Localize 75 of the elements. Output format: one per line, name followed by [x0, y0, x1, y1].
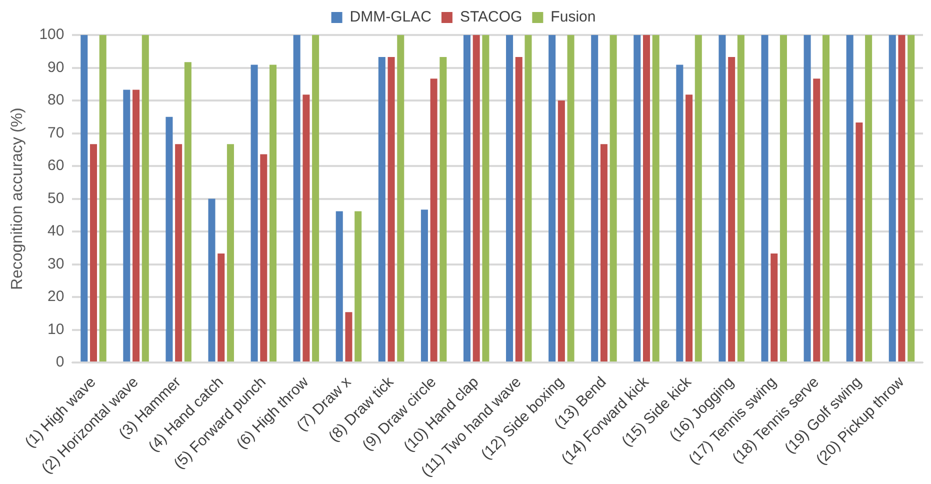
y-tick-label: 0	[56, 354, 64, 371]
bar	[90, 144, 98, 362]
bar	[600, 144, 608, 362]
bar	[312, 35, 320, 362]
y-tick-label: 60	[48, 157, 64, 174]
bar	[515, 56, 522, 362]
bar	[813, 78, 820, 362]
bar	[378, 56, 386, 362]
y-axis-title: Recognition accuracy (%)	[9, 108, 26, 290]
legend-label: Fusion	[550, 8, 596, 26]
bar	[463, 35, 470, 362]
bar	[676, 64, 684, 362]
bar	[250, 64, 258, 362]
y-tick-label: 100	[39, 26, 64, 44]
bar	[226, 144, 234, 362]
bar	[718, 35, 726, 362]
bar	[908, 35, 915, 362]
y-tick-label: 40	[48, 222, 64, 240]
bar	[293, 35, 300, 362]
bar	[354, 211, 362, 362]
bar	[208, 198, 216, 362]
bar	[80, 35, 88, 362]
y-tick-label: 10	[48, 320, 64, 338]
bar	[804, 35, 811, 362]
bar	[548, 35, 556, 362]
bar	[686, 94, 693, 362]
bar	[260, 154, 268, 362]
y-tick-label: 70	[48, 124, 64, 142]
bar	[642, 35, 650, 362]
bar	[694, 35, 702, 362]
bar	[761, 35, 768, 362]
bar	[184, 62, 192, 362]
bar	[430, 78, 438, 362]
bar	[440, 56, 447, 362]
bar	[302, 94, 310, 362]
bar	[558, 100, 565, 362]
y-tick-label: 30	[48, 255, 64, 272]
bar	[506, 35, 514, 362]
bar	[898, 35, 906, 362]
bar	[99, 35, 106, 362]
bar	[345, 312, 352, 362]
bar	[166, 116, 173, 362]
bar	[524, 35, 532, 362]
bar	[123, 90, 130, 362]
bar	[472, 35, 480, 362]
y-tick-label: 90	[48, 58, 64, 76]
bar	[420, 210, 428, 362]
bar	[218, 253, 225, 362]
y-tick-label: 50	[48, 190, 64, 207]
bar	[610, 35, 617, 362]
bar	[728, 56, 736, 362]
bar	[652, 35, 660, 362]
bar	[888, 35, 896, 362]
bar	[865, 35, 872, 362]
bar	[822, 35, 830, 362]
bar	[175, 144, 182, 362]
bar	[737, 35, 744, 362]
bar	[388, 56, 395, 362]
legend-label: DMM-GLAC	[350, 8, 432, 26]
bar	[846, 35, 854, 362]
bar	[770, 253, 778, 362]
bar	[856, 122, 863, 362]
y-tick-label: 20	[48, 288, 64, 306]
bar	[270, 64, 277, 362]
bar	[567, 35, 574, 362]
legend-label: STACOG	[460, 8, 522, 26]
y-tick-label: 80	[48, 92, 64, 109]
bar	[142, 35, 149, 362]
bar	[634, 35, 641, 362]
bar	[397, 35, 404, 362]
bar	[780, 35, 787, 362]
bar	[591, 35, 598, 362]
bar	[132, 90, 140, 362]
bar	[336, 211, 343, 362]
bar	[482, 35, 490, 362]
